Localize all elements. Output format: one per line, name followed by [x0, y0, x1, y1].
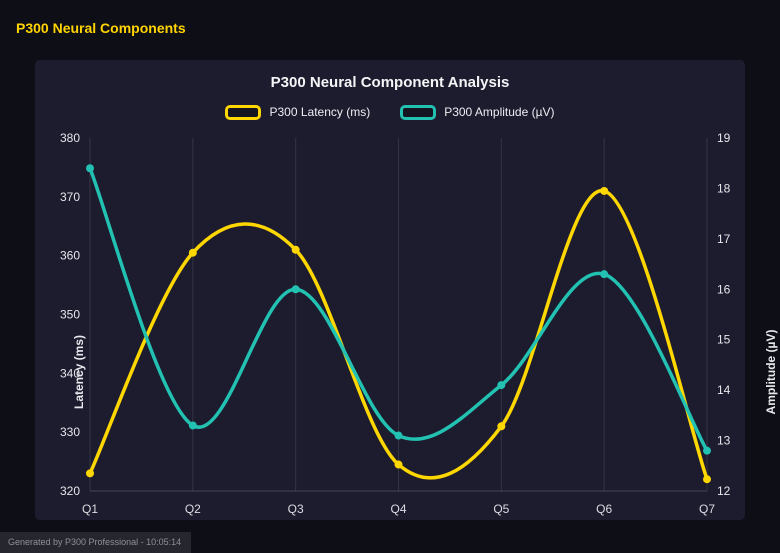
data-point-marker: [497, 381, 506, 390]
latency-legend-swatch: [225, 104, 262, 120]
axis-tick-label: 13: [717, 434, 731, 448]
axis-tick-label: Q3: [288, 502, 304, 516]
legend-label: P300 Latency (ms): [269, 105, 371, 119]
axis-tick-label: Q7: [699, 502, 715, 516]
chart-panel: P300 Neural Component Analysis P300 Late…: [35, 60, 778, 520]
axis-tick-label: Q2: [185, 502, 201, 516]
chart-title: P300 Neural Component Analysis: [270, 74, 510, 91]
axis-tick-label: 16: [717, 282, 731, 296]
axis-tick-label: Q1: [82, 502, 98, 516]
axis-tick-label: 340: [60, 366, 80, 380]
legend-label: P300 Amplitude (µV): [444, 105, 555, 119]
data-point-marker: [291, 285, 300, 294]
axis-tick-label: 370: [60, 190, 80, 204]
chart-legend: P300 Latency (ms) P300 Amplitude (µV): [35, 104, 745, 120]
data-point-marker: [188, 421, 197, 430]
data-point-marker: [600, 270, 609, 279]
axis-tick-label: Q6: [596, 502, 612, 516]
data-point-marker: [188, 248, 197, 257]
axis-tick-label: Q5: [493, 502, 509, 516]
amplitude-legend-swatch: [400, 104, 437, 120]
axis-tick-label: 14: [717, 383, 731, 397]
data-point-marker: [497, 422, 506, 431]
data-point-marker: [703, 446, 711, 455]
legend-item-latency[interactable]: P300 Latency (ms): [225, 104, 371, 120]
axis-tick-label: 330: [60, 425, 80, 439]
page-title: P300 Neural Components: [16, 20, 186, 36]
axis-tick-label: 19: [717, 131, 731, 145]
axis-tick-label: Q4: [390, 502, 406, 516]
data-point-marker: [394, 460, 403, 469]
axis-tick-label: 350: [60, 308, 80, 322]
data-point-marker: [600, 186, 609, 195]
axis-tick-label: 380: [60, 131, 80, 145]
y-axis-title-right: Amplitude (µV): [764, 329, 778, 415]
data-point-marker: [291, 245, 300, 254]
data-point-marker: [86, 164, 94, 173]
line-chart: Q1 Q2 Q3 Q4 Q5 Q6 Q7 320 330 340 350 360 370 380 12 13 1…: [60, 131, 731, 516]
axis-tick-label: 12: [717, 484, 731, 498]
axis-tick-label: 18: [717, 181, 731, 195]
axis-tick-label: 15: [717, 333, 731, 347]
data-point-marker: [703, 475, 711, 484]
axis-tick-label: 360: [60, 249, 80, 263]
status-bar: Generated by P300 Professional - 10:05:1…: [0, 532, 192, 553]
data-point-marker: [394, 431, 403, 440]
legend-item-amplitude[interactable]: P300 Amplitude (µV): [400, 104, 555, 120]
axis-tick-label: 17: [717, 232, 731, 246]
data-point-marker: [86, 469, 94, 478]
axis-tick-label: 320: [60, 484, 80, 498]
